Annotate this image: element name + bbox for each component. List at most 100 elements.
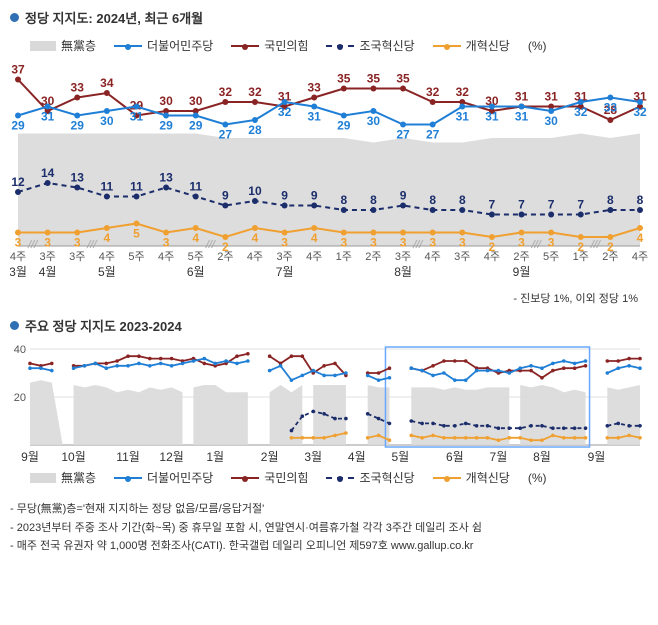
- chart2-title-row: 주요 정당 지지도 2023-2024: [10, 316, 648, 335]
- svg-text:7: 7: [548, 198, 555, 212]
- svg-text:3주: 3주: [395, 251, 411, 263]
- footnote-2: 2023년부터 주중 조사 기간(화~목) 중 휴무일 포함 시, 연말연시·여…: [10, 519, 648, 538]
- svg-text:29: 29: [11, 119, 25, 133]
- svg-text:3: 3: [15, 236, 22, 250]
- svg-text:8: 8: [340, 193, 347, 207]
- footnote-1: 무당(無黨)층='현재 지지하는 정당 없음/모름/응답거절': [10, 500, 648, 519]
- svg-text:32: 32: [219, 85, 233, 99]
- svg-text:35: 35: [396, 72, 410, 86]
- svg-text:40: 40: [14, 345, 26, 356]
- svg-text:4주: 4주: [10, 251, 26, 263]
- swatch-line-blue: [114, 477, 142, 479]
- svg-text:4주: 4주: [158, 251, 174, 263]
- svg-text:33: 33: [308, 81, 322, 95]
- svg-text:7: 7: [489, 198, 496, 212]
- bullet-icon: [10, 321, 19, 330]
- svg-text:4주: 4주: [247, 251, 263, 263]
- svg-text:31: 31: [456, 110, 470, 124]
- svg-text:29: 29: [159, 119, 173, 133]
- swatch-line-orange: [433, 477, 461, 479]
- svg-text:27: 27: [396, 128, 410, 142]
- svg-text:8: 8: [459, 193, 466, 207]
- svg-text:35: 35: [367, 72, 381, 86]
- svg-text:2주: 2주: [513, 251, 529, 263]
- svg-text:3: 3: [459, 236, 466, 250]
- chart1-svg: 3730333429303032323133353535323230313131…: [10, 58, 648, 288]
- svg-text:5주: 5주: [188, 251, 204, 263]
- footnotes: 무당(無黨)층='현재 지지하는 정당 없음/모름/응답거절' 2023년부터 …: [10, 500, 648, 556]
- legend2-navy: 조국혁신당: [326, 469, 414, 486]
- svg-text:8월: 8월: [394, 265, 412, 279]
- svg-text:4주: 4주: [99, 251, 115, 263]
- chart1-title-row: 정당 지지도: 2024년, 최근 6개월: [10, 8, 648, 27]
- svg-text:7: 7: [577, 198, 584, 212]
- svg-text:5주: 5주: [128, 251, 144, 263]
- svg-text:1주: 1주: [573, 251, 589, 263]
- svg-text:3주: 3주: [39, 251, 55, 263]
- swatch-line-navy: [326, 45, 354, 47]
- svg-text:2주: 2주: [365, 251, 381, 263]
- svg-text:8: 8: [607, 193, 614, 207]
- svg-text:4주: 4주: [306, 251, 322, 263]
- svg-text:32: 32: [426, 85, 440, 99]
- svg-text:9: 9: [400, 189, 407, 203]
- legend2-blue-label: 더불어민주당: [147, 469, 213, 486]
- legend2-none-label: 無黨층: [61, 469, 96, 486]
- svg-text:4주: 4주: [484, 251, 500, 263]
- legend2-darkred: 국민의힘: [231, 469, 308, 486]
- svg-text:30: 30: [189, 94, 203, 108]
- svg-text:3: 3: [518, 236, 525, 250]
- svg-text:5월: 5월: [391, 450, 409, 464]
- chart2: 20409월10월11월12월1월2월3월4월5월6월7월8월9월: [10, 345, 648, 465]
- svg-text:3월: 3월: [304, 450, 322, 464]
- svg-text:32: 32: [278, 105, 292, 119]
- legend2-navy-label: 조국혁신당: [359, 469, 414, 486]
- svg-text:37: 37: [11, 63, 25, 77]
- svg-text:7월: 7월: [276, 265, 294, 279]
- svg-text:4: 4: [104, 231, 111, 245]
- svg-text:31: 31: [130, 110, 144, 124]
- svg-text:3: 3: [281, 236, 288, 250]
- svg-text:4: 4: [252, 231, 259, 245]
- svg-text:34: 34: [100, 76, 114, 90]
- svg-text:12월: 12월: [159, 450, 183, 464]
- svg-text:32: 32: [633, 105, 647, 119]
- svg-text:10: 10: [248, 184, 262, 198]
- svg-text:8: 8: [429, 193, 436, 207]
- svg-text:4: 4: [311, 231, 318, 245]
- svg-text:3주: 3주: [454, 251, 470, 263]
- svg-text:3주: 3주: [276, 251, 292, 263]
- chart1-title: 정당 지지도: 2024년, 최근 6개월: [25, 8, 203, 27]
- bullet-icon: [10, 13, 19, 22]
- svg-text:1월: 1월: [206, 450, 224, 464]
- legend2-pct: (%): [528, 471, 547, 485]
- legend2-none: 無黨층: [30, 469, 96, 486]
- svg-text:3: 3: [340, 236, 347, 250]
- svg-text:8: 8: [637, 193, 644, 207]
- svg-text:9: 9: [281, 189, 288, 203]
- legend2-blue: 더불어민주당: [114, 469, 213, 486]
- svg-text:10월: 10월: [61, 450, 85, 464]
- svg-text:9월: 9월: [21, 450, 39, 464]
- svg-text:6월: 6월: [446, 450, 464, 464]
- svg-text:1주: 1주: [336, 251, 352, 263]
- svg-text:33: 33: [71, 81, 85, 95]
- legend2-orange: 개혁신당: [433, 469, 510, 486]
- svg-text:5주: 5주: [543, 251, 559, 263]
- svg-text:9월: 9월: [513, 265, 531, 279]
- svg-text:12: 12: [11, 175, 25, 189]
- svg-text:29: 29: [71, 119, 85, 133]
- svg-text:5월: 5월: [98, 265, 116, 279]
- svg-text:30: 30: [100, 114, 114, 128]
- svg-text:3: 3: [548, 236, 555, 250]
- svg-text:11: 11: [130, 180, 143, 194]
- chart1: 3730333429303032323133353535323230313131…: [10, 58, 648, 288]
- svg-text:30: 30: [367, 114, 381, 128]
- svg-text:14: 14: [41, 166, 55, 180]
- svg-text:2주: 2주: [602, 251, 618, 263]
- svg-text:27: 27: [426, 128, 440, 142]
- svg-text:6월: 6월: [187, 265, 205, 279]
- svg-text:9월: 9월: [588, 450, 606, 464]
- svg-text:9: 9: [222, 189, 229, 203]
- chart2-title: 주요 정당 지지도 2023-2024: [25, 316, 182, 335]
